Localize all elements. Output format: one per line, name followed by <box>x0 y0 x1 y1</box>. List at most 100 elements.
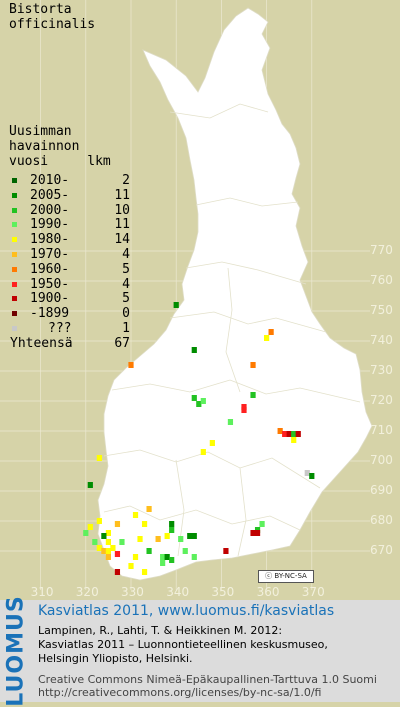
legend-heading-line3: vuosi lkm <box>9 154 111 169</box>
citation-line3: Helsingin Yliopisto, Helsinki. <box>38 652 193 665</box>
observation-square <box>173 302 179 308</box>
observation-square <box>160 560 166 566</box>
observation-square <box>137 536 143 542</box>
observation-square <box>178 536 184 542</box>
observation-square <box>227 419 234 425</box>
legend-swatch <box>12 207 17 213</box>
legend-total: Yhteensä 67 <box>10 336 130 351</box>
legend-label: 2000- <box>30 202 70 218</box>
cc-badge-text: BY-NC-SA <box>274 572 307 580</box>
observation-square <box>87 482 93 488</box>
legend-row: 1980- 14 <box>10 232 130 247</box>
legend-row: 1990- 11 <box>10 217 130 232</box>
legend-count: 10 <box>114 202 130 218</box>
observation-square <box>209 440 215 446</box>
northing-tick: 680 <box>370 513 393 527</box>
cc-icon: ⓒ <box>265 572 273 580</box>
easting-tick: 370 <box>301 585 325 599</box>
legend-row: 2000- 10 <box>10 203 130 218</box>
observation-square <box>128 563 134 569</box>
observation-square <box>250 362 256 368</box>
legend-swatch <box>12 222 17 228</box>
legend-label: 1980- <box>30 232 70 248</box>
observation-square <box>132 554 139 560</box>
legend-swatch <box>12 311 17 317</box>
legend-heading-line1: Uusimman <box>9 124 72 139</box>
observation-square <box>191 347 197 353</box>
legend-swatch <box>12 192 17 198</box>
easting-tick: 320 <box>75 585 99 599</box>
observation-square <box>83 530 89 536</box>
observation-square <box>191 395 197 401</box>
footer <box>0 600 400 702</box>
northing-tick: 770 <box>370 243 393 257</box>
easting-tick: 310 <box>30 585 54 599</box>
observation-square <box>114 551 121 557</box>
observation-square <box>92 539 98 545</box>
observation-square <box>96 518 102 524</box>
total-count: 67 <box>114 336 130 351</box>
legend-count: 11 <box>114 187 130 203</box>
observation-square <box>169 521 175 527</box>
legend-label: -1899 <box>30 306 70 322</box>
easting-tick: 360 <box>256 585 280 599</box>
legend-row: 1950- 4 <box>10 277 130 292</box>
observation-square <box>146 548 152 554</box>
observation-square <box>101 533 107 539</box>
northing-tick: 730 <box>370 363 393 377</box>
legend-swatch <box>12 266 17 272</box>
legend-heading: Uusimman havainnon vuosi lkm <box>9 124 111 169</box>
atlas-link[interactable]: Kasviatlas 2011, www.luomus.fi/kasviatla… <box>38 603 335 619</box>
observation-square <box>259 521 265 527</box>
observation-square <box>105 554 111 560</box>
legend-label: ??? <box>48 321 72 336</box>
observation-square <box>160 554 166 560</box>
observation-square <box>191 533 197 539</box>
legend-row: 2010- 2 <box>10 173 130 188</box>
observation-square <box>304 470 310 476</box>
observation-square <box>105 548 111 554</box>
observation-square <box>164 554 170 560</box>
observation-square <box>291 431 297 437</box>
species-name-line2: officinalis <box>9 17 96 32</box>
legend-swatch <box>12 237 17 243</box>
legend-row: 1960- 5 <box>10 262 130 277</box>
observation-square <box>155 536 161 542</box>
legend-count: 0 <box>122 306 130 322</box>
legend-label: 1900- <box>30 291 70 307</box>
observation-square <box>223 548 229 554</box>
observation-square <box>191 554 197 560</box>
observation-square <box>187 533 193 539</box>
observation-square <box>114 569 121 575</box>
legend-count: 2 <box>122 173 130 188</box>
northing-tick: 750 <box>370 303 393 317</box>
northing-tick: 690 <box>370 483 393 497</box>
observation-square <box>277 428 283 434</box>
species-name-line1: Bistorta <box>9 2 72 17</box>
legend-row: -1899 0 <box>10 306 130 321</box>
legend-label: 2005- <box>30 187 70 203</box>
observation-square <box>309 473 315 479</box>
region-boundaries <box>103 103 361 557</box>
cc-license-badge: ⓒ BY-NC-SA <box>258 570 314 583</box>
observation-square <box>105 539 111 545</box>
license-text: Creative Commons Nimeä-Epäkaupallinen-Ta… <box>38 673 377 686</box>
observation-square <box>200 398 206 404</box>
legend-swatch <box>12 296 17 302</box>
observation-square <box>254 530 261 536</box>
northing-tick: 670 <box>370 543 393 557</box>
legend-count: 5 <box>122 291 130 307</box>
observation-markers <box>83 302 315 575</box>
legend-count: 4 <box>122 247 130 262</box>
observation-square <box>286 431 292 437</box>
legend-count: 14 <box>114 232 130 248</box>
observation-square <box>282 431 288 437</box>
observation-square <box>196 401 202 407</box>
license-url[interactable]: http://creativecommons.org/licenses/by-n… <box>38 686 322 699</box>
legend-swatch <box>12 252 17 257</box>
legend-count: 11 <box>114 217 130 233</box>
easting-tick: 340 <box>166 585 190 599</box>
legend-row: 2005- 11 <box>10 188 130 203</box>
legend-label: 1990- <box>30 217 70 233</box>
easting-tick: 350 <box>211 585 235 599</box>
